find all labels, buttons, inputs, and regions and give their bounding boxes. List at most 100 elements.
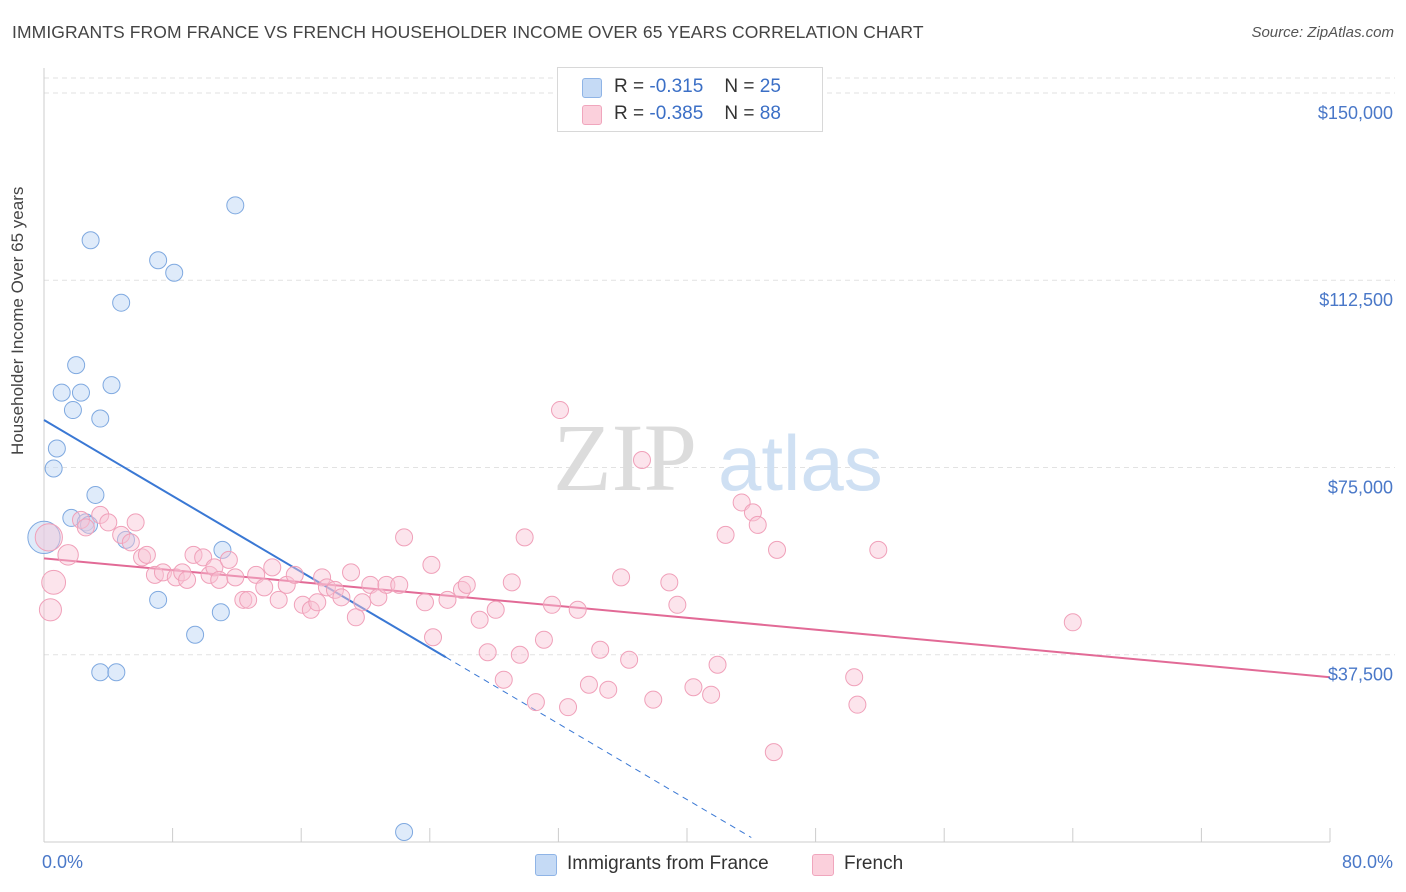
french-point [632,450,651,469]
french-point [194,548,213,567]
bottom-legend-label-french: French [844,853,904,874]
french-point [515,528,534,547]
french-point [112,525,131,544]
french-point [424,628,443,647]
french-point [644,690,663,709]
french-point [579,675,598,694]
immigrants-point [116,530,135,549]
french-point [660,573,679,592]
french-point [255,578,274,597]
immigrants-point [81,231,100,250]
french-point [415,593,434,612]
french-point [76,518,95,537]
immigrants-point [186,625,205,644]
immigrants-point [165,263,184,282]
french-point [346,608,365,627]
french-point [551,401,570,420]
french-point [591,640,610,659]
immigrants-point [395,823,414,842]
axes [43,68,1331,843]
french-point [269,590,288,609]
trend-lines [43,419,1331,838]
pink-swatch-icon [812,854,834,876]
french-point [121,533,140,552]
immigrants-point [47,439,66,458]
french-point [313,568,332,587]
immigrants-point [226,196,245,215]
legend-r-value-blue: -0.315 [649,76,704,97]
french-point [457,575,476,594]
french-point [178,570,197,589]
french-point [768,540,787,559]
y-tick-label: $150,000 [1318,103,1393,123]
french-point [137,545,156,564]
french-point [395,528,414,547]
x-tick-label: 0.0% [42,852,83,872]
legend-n-label: N = [724,103,755,124]
french-point [301,600,320,619]
x-tick-label: 80.0% [1342,852,1393,872]
french-point [732,493,751,512]
immigrants-point [91,409,110,428]
french-point [542,595,561,614]
immigrants-trend-line [43,419,447,659]
tick-labels: $37,500 $75,000 $112,500 $150,000 0.0% 80.0% [42,103,1393,872]
french-point [438,590,457,609]
gridlines [44,77,1395,656]
immigrants-point [112,293,131,312]
french-point [502,573,521,592]
french-point [308,593,327,612]
french-point [845,668,864,687]
french-point [239,590,258,609]
french-point [702,685,721,704]
french-point [559,698,578,717]
chart-title: IMMIGRANTS FROM FRANCE VS FRENCH HOUSEHO… [12,22,924,42]
french-point [390,575,409,594]
y-tick-label: $37,500 [1328,665,1393,685]
french-point [470,610,489,629]
source-label: Source: ZipAtlas.com [1251,24,1394,41]
legend-n-label: N = [724,76,755,97]
immigrants-point [91,663,110,682]
french-point [263,558,282,577]
blue-swatch-icon [582,78,602,98]
immigrants-point [52,383,71,402]
french-point [716,525,735,544]
french-point [99,513,118,532]
french-point [41,569,67,595]
french-trend-line [43,557,1331,679]
immigrants-point [211,603,230,622]
french-point [668,595,687,614]
french-point [764,743,783,762]
french-point [57,544,79,566]
immigrants-point [149,590,168,609]
french-point [599,680,618,699]
french-point [219,550,238,569]
legend-n-value-pink: 88 [759,103,781,124]
french-point [126,513,145,532]
immigrants-point [44,459,63,478]
french-point [452,580,471,599]
french-point [612,568,631,587]
watermark-zip: ZIP [553,404,697,511]
french-point [377,575,396,594]
french-point [133,548,152,567]
data-points [27,196,1082,842]
french-point [534,630,553,649]
french-point [342,563,361,582]
french-point [226,568,245,587]
french-point [234,590,253,609]
immigrants-point [86,485,105,504]
french-point [708,655,727,674]
french-point [526,693,545,712]
french-point [848,695,867,714]
french-point [869,540,888,559]
french-point [38,598,62,622]
pink-swatch-icon [582,105,602,125]
immigrants-point [67,356,86,375]
immigrants-point [107,663,126,682]
correlation-legend: R = -0.315 N = 25 R = -0.385 N = 88 [557,67,823,132]
french-point [422,555,441,574]
immigrants-point [71,383,90,402]
